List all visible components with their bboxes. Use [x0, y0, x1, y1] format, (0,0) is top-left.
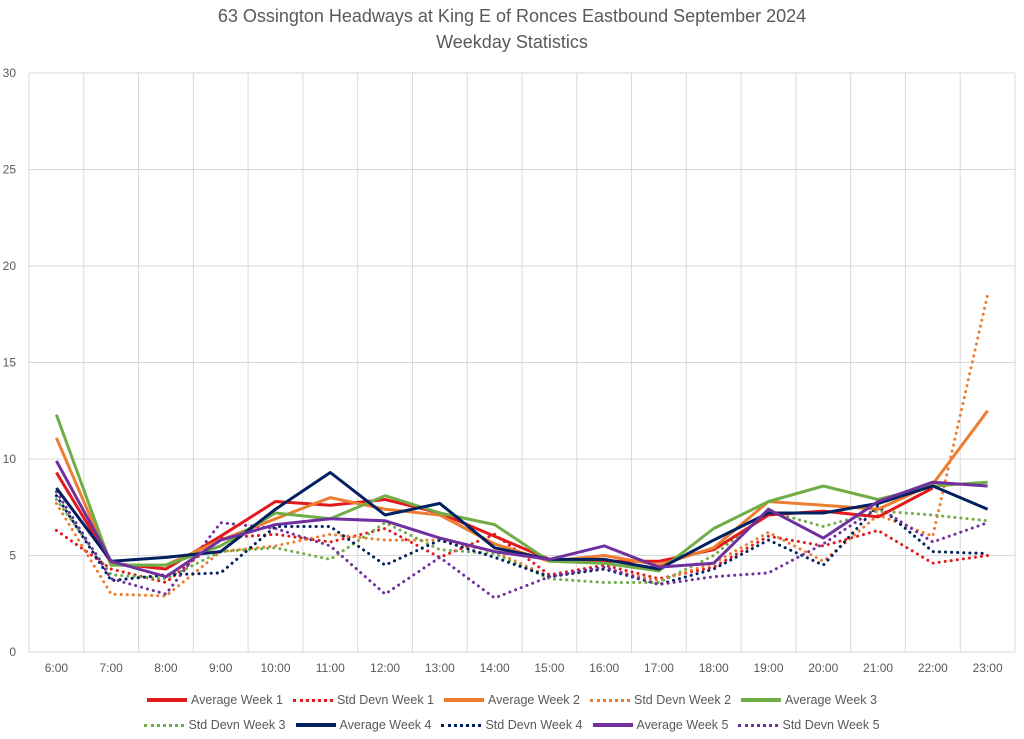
x-axis-ticks: 6:00 7:00 8:00 9:00 10:00 11:00 12:00 13:00 14:0…	[45, 661, 1003, 675]
series-line-average-week-5	[55, 460, 988, 579]
legend-swatch	[147, 698, 187, 702]
legend-item: Average Week 1	[147, 693, 283, 707]
y-tick-label: 5	[9, 549, 16, 563]
series-line-average-week-3	[54, 414, 988, 573]
x-tick-label: 21:00	[863, 661, 893, 675]
chart-title: 63 Ossington Headways at King E of Ronce…	[217, 6, 807, 26]
legend-label: Std Devn Week 4	[485, 718, 583, 732]
x-tick-label: 15:00	[534, 661, 564, 675]
series-lines	[54, 293, 990, 600]
x-tick-label: 18:00	[699, 661, 729, 675]
legend-swatch	[144, 723, 185, 727]
legend-label: Average Week 5	[636, 718, 729, 732]
x-tick-label: 22:00	[918, 661, 948, 675]
legend-swatch	[592, 723, 633, 727]
legend-row-1: Average Week 1 Std Devn Week 1 Average Wee…	[0, 693, 1024, 707]
series-line-average-week-4	[55, 471, 989, 571]
y-tick-label: 25	[3, 163, 17, 177]
legend-label: Std Devn Week 3	[188, 718, 286, 732]
x-tick-label: 7:00	[99, 661, 123, 675]
legend-item: Std Devn Week 1	[292, 693, 435, 707]
x-tick-label: 11:00	[316, 661, 345, 675]
legend-label: Average Week 1	[191, 693, 283, 707]
series-line-std-devn-week-2	[54, 293, 990, 598]
legend-item: Std Devn Week 4	[441, 718, 583, 732]
legend-swatch	[741, 698, 782, 702]
y-tick-label: 30	[3, 66, 17, 80]
y-tick-label: 10	[3, 452, 17, 466]
x-tick-label: 12:00	[370, 661, 400, 675]
legend-item: Average Week 3	[741, 693, 877, 707]
legend-swatch	[295, 723, 336, 727]
legend-label: Average Week 3	[785, 693, 877, 707]
x-tick-label: 10:00	[260, 661, 290, 675]
y-tick-label: 20	[3, 259, 17, 273]
legend-row-2: Std Devn Week 3 Average Week 4 Std Devn We…	[0, 718, 1024, 732]
legend-item: Average Week 5	[592, 718, 729, 732]
series-line-std-devn-week-5	[54, 490, 990, 600]
chart-subtitle: Weekday Statistics	[436, 32, 588, 52]
series-line-std-devn-week-3	[54, 498, 990, 584]
x-tick-label: 6:00	[45, 661, 69, 675]
legend-swatch	[441, 723, 482, 727]
x-tick-label: 19:00	[753, 661, 783, 675]
gridlines	[28, 72, 1016, 653]
x-tick-label: 14:00	[480, 661, 510, 675]
x-tick-label: 23:00	[973, 661, 1003, 675]
legend-label: Std Devn Week 2	[633, 693, 732, 707]
legend-label: Average Week 4	[339, 718, 432, 732]
legend-swatch	[738, 723, 779, 727]
legend-label: Average Week 2	[488, 693, 580, 707]
legend-item: Std Devn Week 3	[144, 718, 286, 732]
y-axis-ticks: 0 5 10 15 20 25 30	[3, 66, 17, 659]
legend-item: Average Week 4	[295, 718, 432, 732]
legend-swatch	[444, 698, 485, 702]
y-tick-label: 0	[9, 645, 16, 659]
series-line-std-devn-week-4	[54, 494, 990, 586]
legend-swatch	[589, 698, 630, 702]
legend-item: Std Devn Week 2	[589, 693, 732, 707]
legend-item: Std Devn Week 5	[738, 718, 880, 732]
y-tick-label: 15	[3, 356, 17, 370]
x-tick-label: 8:00	[154, 661, 178, 675]
x-tick-label: 9:00	[209, 661, 233, 675]
x-tick-label: 13:00	[425, 661, 455, 675]
x-tick-label: 16:00	[589, 661, 619, 675]
legend-swatch	[292, 698, 333, 702]
x-tick-label: 20:00	[808, 661, 838, 675]
legend-item: Average Week 2	[444, 693, 580, 707]
legend-label: Std Devn Week 5	[782, 718, 880, 732]
x-tick-label: 17:00	[644, 661, 674, 675]
legend-label: Std Devn Week 1	[336, 693, 435, 707]
line-chart: 0 5 10 15 20 25 30 6:00 7:00 8:00 9:00 10:00 11:00 1…	[3, 66, 1016, 675]
